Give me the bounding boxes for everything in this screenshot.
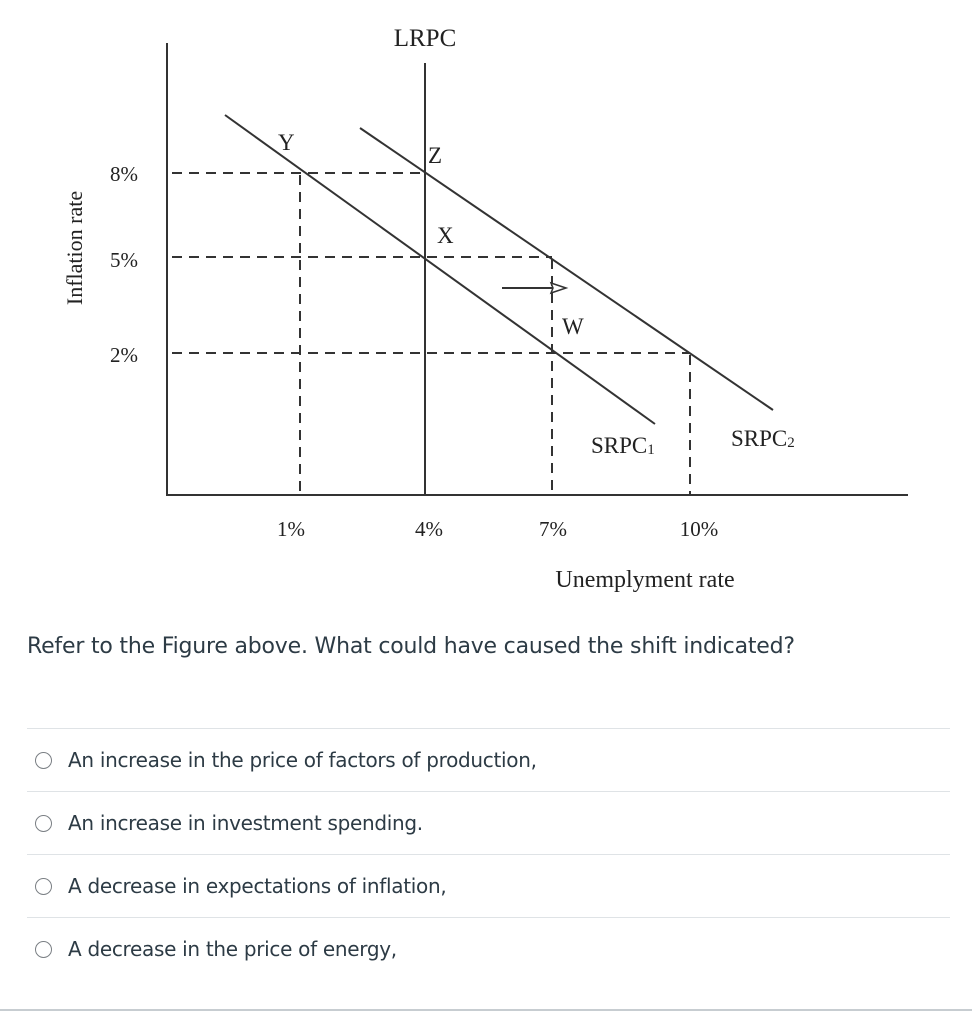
radio-button-icon[interactable] [35,877,52,895]
srpc1-label: SRPC1 [591,433,655,458]
answer-label: A decrease in the price of energy, [68,937,397,961]
lrpc-label: LRPC [394,25,457,52]
x-tick-10: 10% [680,517,719,541]
point-x-label: X [437,223,454,248]
reference-dashes [172,172,691,495]
answer-list: An increase in the price of factors of p… [27,728,950,980]
point-z-label: Z [428,143,442,168]
answer-option-1[interactable]: An increase in the price of factors of p… [27,728,950,791]
x-axis-label: Unemplyment rate [555,567,734,593]
phillips-curve-figure: Inflation rate 8% 5% 2% 1% 4% 7% 10% Une… [62,25,908,593]
x-tick-4: 4% [415,517,443,541]
bottom-divider [0,1009,972,1011]
srpc2-line [359,127,774,411]
x-tick-7: 7% [539,517,567,541]
srpc2-label: SRPC2 [731,426,795,451]
shift-arrow-icon [502,281,569,295]
y-tick-2: 2% [110,343,138,367]
phillips-curve-chart: Inflation rate 8% 5% 2% 1% 4% 7% 10% Une… [62,25,908,593]
y-tick-8: 8% [110,162,138,186]
x-tick-1: 1% [277,517,305,541]
answer-option-2[interactable]: An increase in investment spending. [27,791,950,854]
answer-label: An increase in investment spending. [68,811,423,835]
y-axis-label: Inflation rate [62,191,87,305]
srpc1-line [224,114,656,425]
answer-label: A decrease in expectations of inflation, [68,874,447,898]
radio-button-icon[interactable] [35,751,52,769]
y-tick-5: 5% [110,248,138,272]
point-w-label: W [562,314,584,339]
answer-option-3[interactable]: A decrease in expectations of inflation, [27,854,950,917]
radio-button-icon[interactable] [35,940,52,958]
question-text: Refer to the Figure above. What could ha… [27,634,795,659]
answer-label: An increase in the price of factors of p… [68,748,537,772]
radio-button-icon[interactable] [35,814,52,832]
answer-option-4[interactable]: A decrease in the price of energy, [27,917,950,980]
point-y-label: Y [278,130,295,155]
